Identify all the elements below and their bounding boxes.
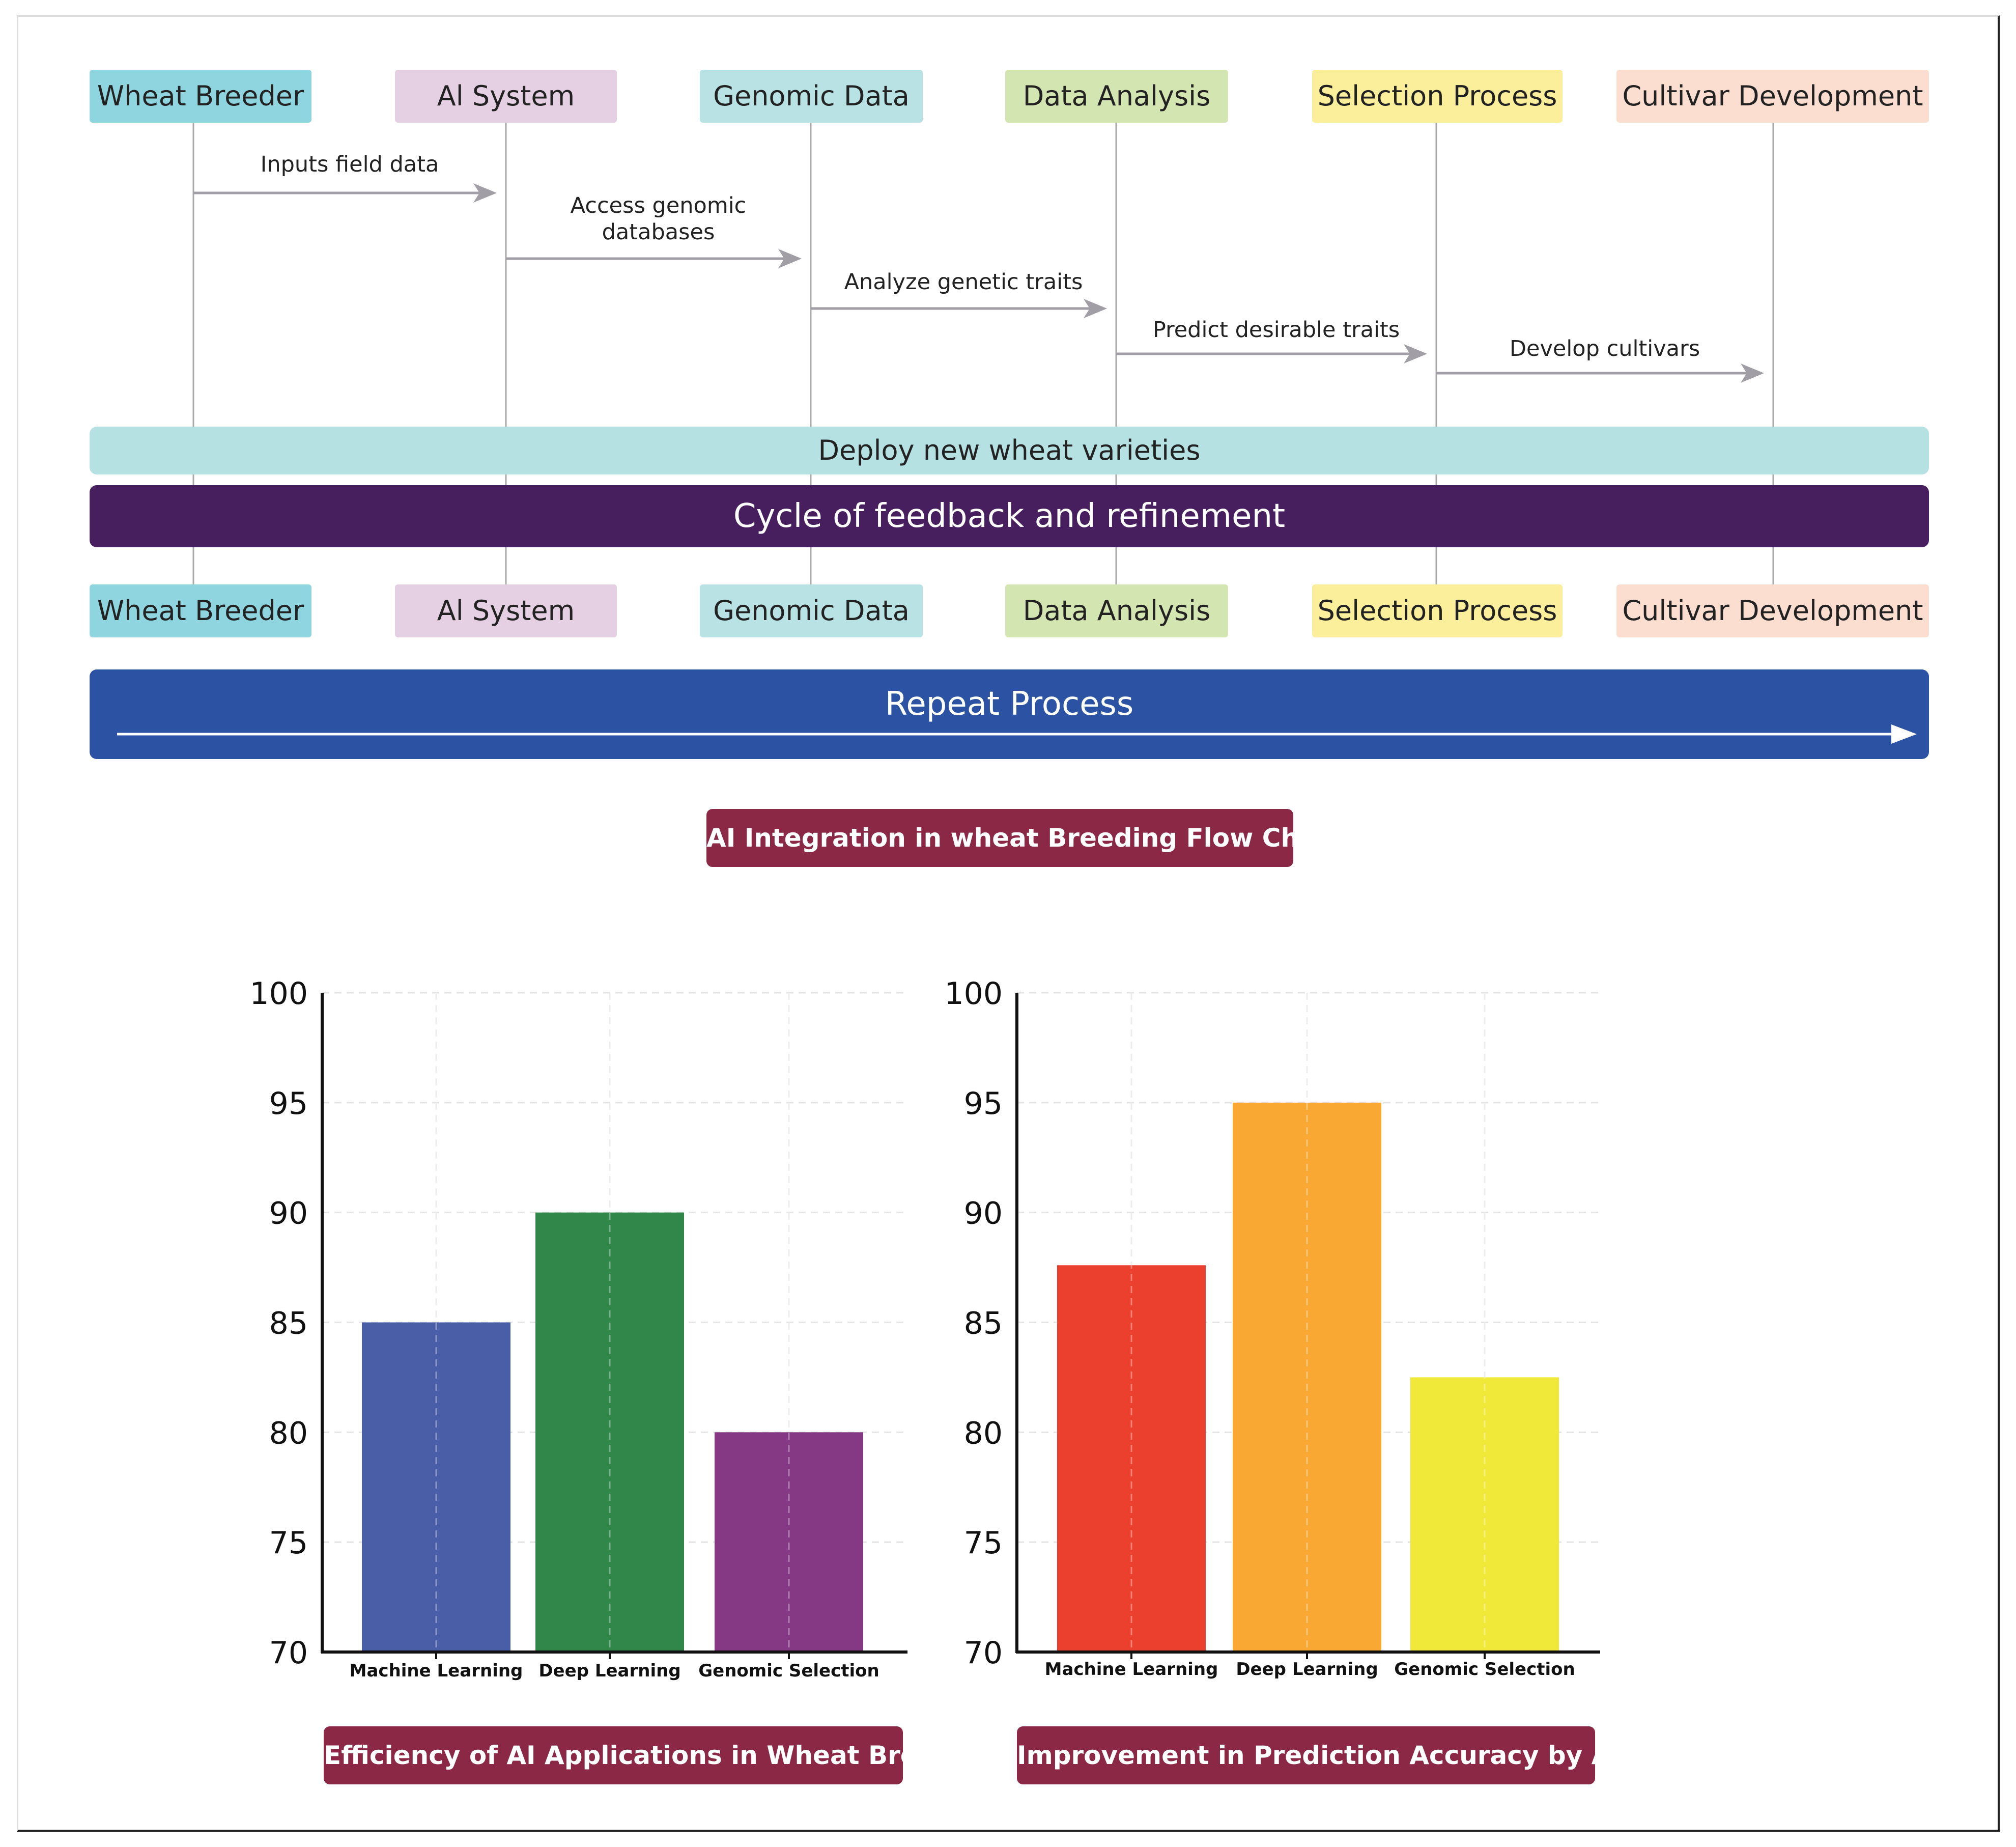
x-tick-label: Machine Learning xyxy=(350,1661,523,1681)
actor-box-bottom: Selection Process xyxy=(1312,584,1563,637)
deploy-label: Deploy new wheat varieties xyxy=(818,434,1201,466)
y-tick-label: 90 xyxy=(269,1196,308,1232)
bar-machine-learning xyxy=(1057,1265,1206,1652)
y-tick-label: 80 xyxy=(964,1415,1003,1451)
actor-box-top: Cultivar Development xyxy=(1616,70,1929,123)
repeat-band: Repeat Process xyxy=(90,669,1929,759)
x-tick-label: Genomic Selection xyxy=(698,1661,879,1681)
message-arrow-head xyxy=(1741,363,1764,383)
y-tick-label: 75 xyxy=(269,1525,308,1561)
y-tick-label: 100 xyxy=(944,976,1003,1012)
message-arrow-head xyxy=(473,183,497,203)
actor-box-top: Al System xyxy=(395,70,617,123)
cycle-label: Cycle of feedback and refinement xyxy=(733,497,1286,535)
actor-box-bottom: Cultivar Development xyxy=(1616,584,1929,637)
actor-box-bottom: Al System xyxy=(395,584,617,637)
y-tick-label: 90 xyxy=(964,1196,1003,1232)
bar-deep-learning xyxy=(1233,1102,1381,1652)
bar-deep-learning xyxy=(535,1212,684,1652)
bar-charts: 70 75 80 85 90 95 100 Machine Learning Deep Lear… xyxy=(249,976,1600,1681)
chart-1-title: Efficiency of AI Applications in Wheat B… xyxy=(324,1726,998,1784)
message-arrow-head xyxy=(1404,344,1427,363)
bar-chart-1: 70 75 80 85 90 95 100 Machine Learning Deep Lear… xyxy=(249,976,907,1681)
message-label: Inputs field data xyxy=(260,152,439,177)
message-arrow-head xyxy=(1084,299,1107,318)
actor-box-bottom: Genomic Data xyxy=(700,584,923,637)
actor-box-bottom: Wheat Breeder xyxy=(90,584,311,637)
repeat-arrow-head xyxy=(1891,724,1917,744)
message-label: Develop cultivars xyxy=(1509,336,1700,361)
actor-box-top: Data Analysis xyxy=(1005,70,1228,123)
y-tick-label: 95 xyxy=(964,1086,1003,1122)
actor-box-top: Genomic Data xyxy=(700,70,923,123)
bar-machine-learning xyxy=(362,1322,510,1652)
x-tick-label: Deep Learning xyxy=(1236,1659,1378,1680)
y-tick-label: 75 xyxy=(964,1525,1003,1561)
y-tick-label: 85 xyxy=(964,1306,1003,1341)
message-arrow-head xyxy=(778,249,802,268)
x-tick-label: Deep Learning xyxy=(538,1661,680,1681)
y-tick-label: 100 xyxy=(249,976,308,1012)
cycle-band: Cycle of feedback and refinement xyxy=(90,485,1929,547)
x-tick-label: Genomic Selection xyxy=(1394,1659,1575,1680)
y-tick-label: 70 xyxy=(964,1635,1003,1671)
deploy-band: Deploy new wheat varieties xyxy=(90,427,1929,474)
message-label: Analyze genetic traits xyxy=(844,269,1083,295)
repeat-arrow xyxy=(117,724,1917,744)
figure-frame xyxy=(17,15,2000,1832)
actor-box-bottom: Data Analysis xyxy=(1005,584,1228,637)
message-label: Access genomic databases xyxy=(570,193,747,245)
flowchart-title: AI Integration in wheat Breeding Flow Ch… xyxy=(706,809,1341,867)
y-tick-label: 95 xyxy=(269,1086,308,1122)
actor-box-top: Selection Process xyxy=(1312,70,1563,123)
y-tick-label: 80 xyxy=(269,1415,308,1451)
actor-box-top: Wheat Breeder xyxy=(90,70,311,123)
y-tick-label: 70 xyxy=(269,1635,308,1671)
repeat-label: Repeat Process xyxy=(885,685,1134,723)
message-label: Predict desirable traits xyxy=(1152,317,1400,343)
x-tick-label: Machine Learning xyxy=(1045,1659,1218,1680)
chart-2-title: Improvement in Prediction Accuracy by AI xyxy=(1017,1726,1621,1784)
bar-chart-2: 70 75 80 85 90 95 100 Machine Learning Deep Lear… xyxy=(944,976,1600,1680)
y-tick-label: 85 xyxy=(269,1306,308,1341)
bar-genomic-selection xyxy=(1410,1377,1559,1652)
bar-genomic-selection xyxy=(715,1432,863,1652)
